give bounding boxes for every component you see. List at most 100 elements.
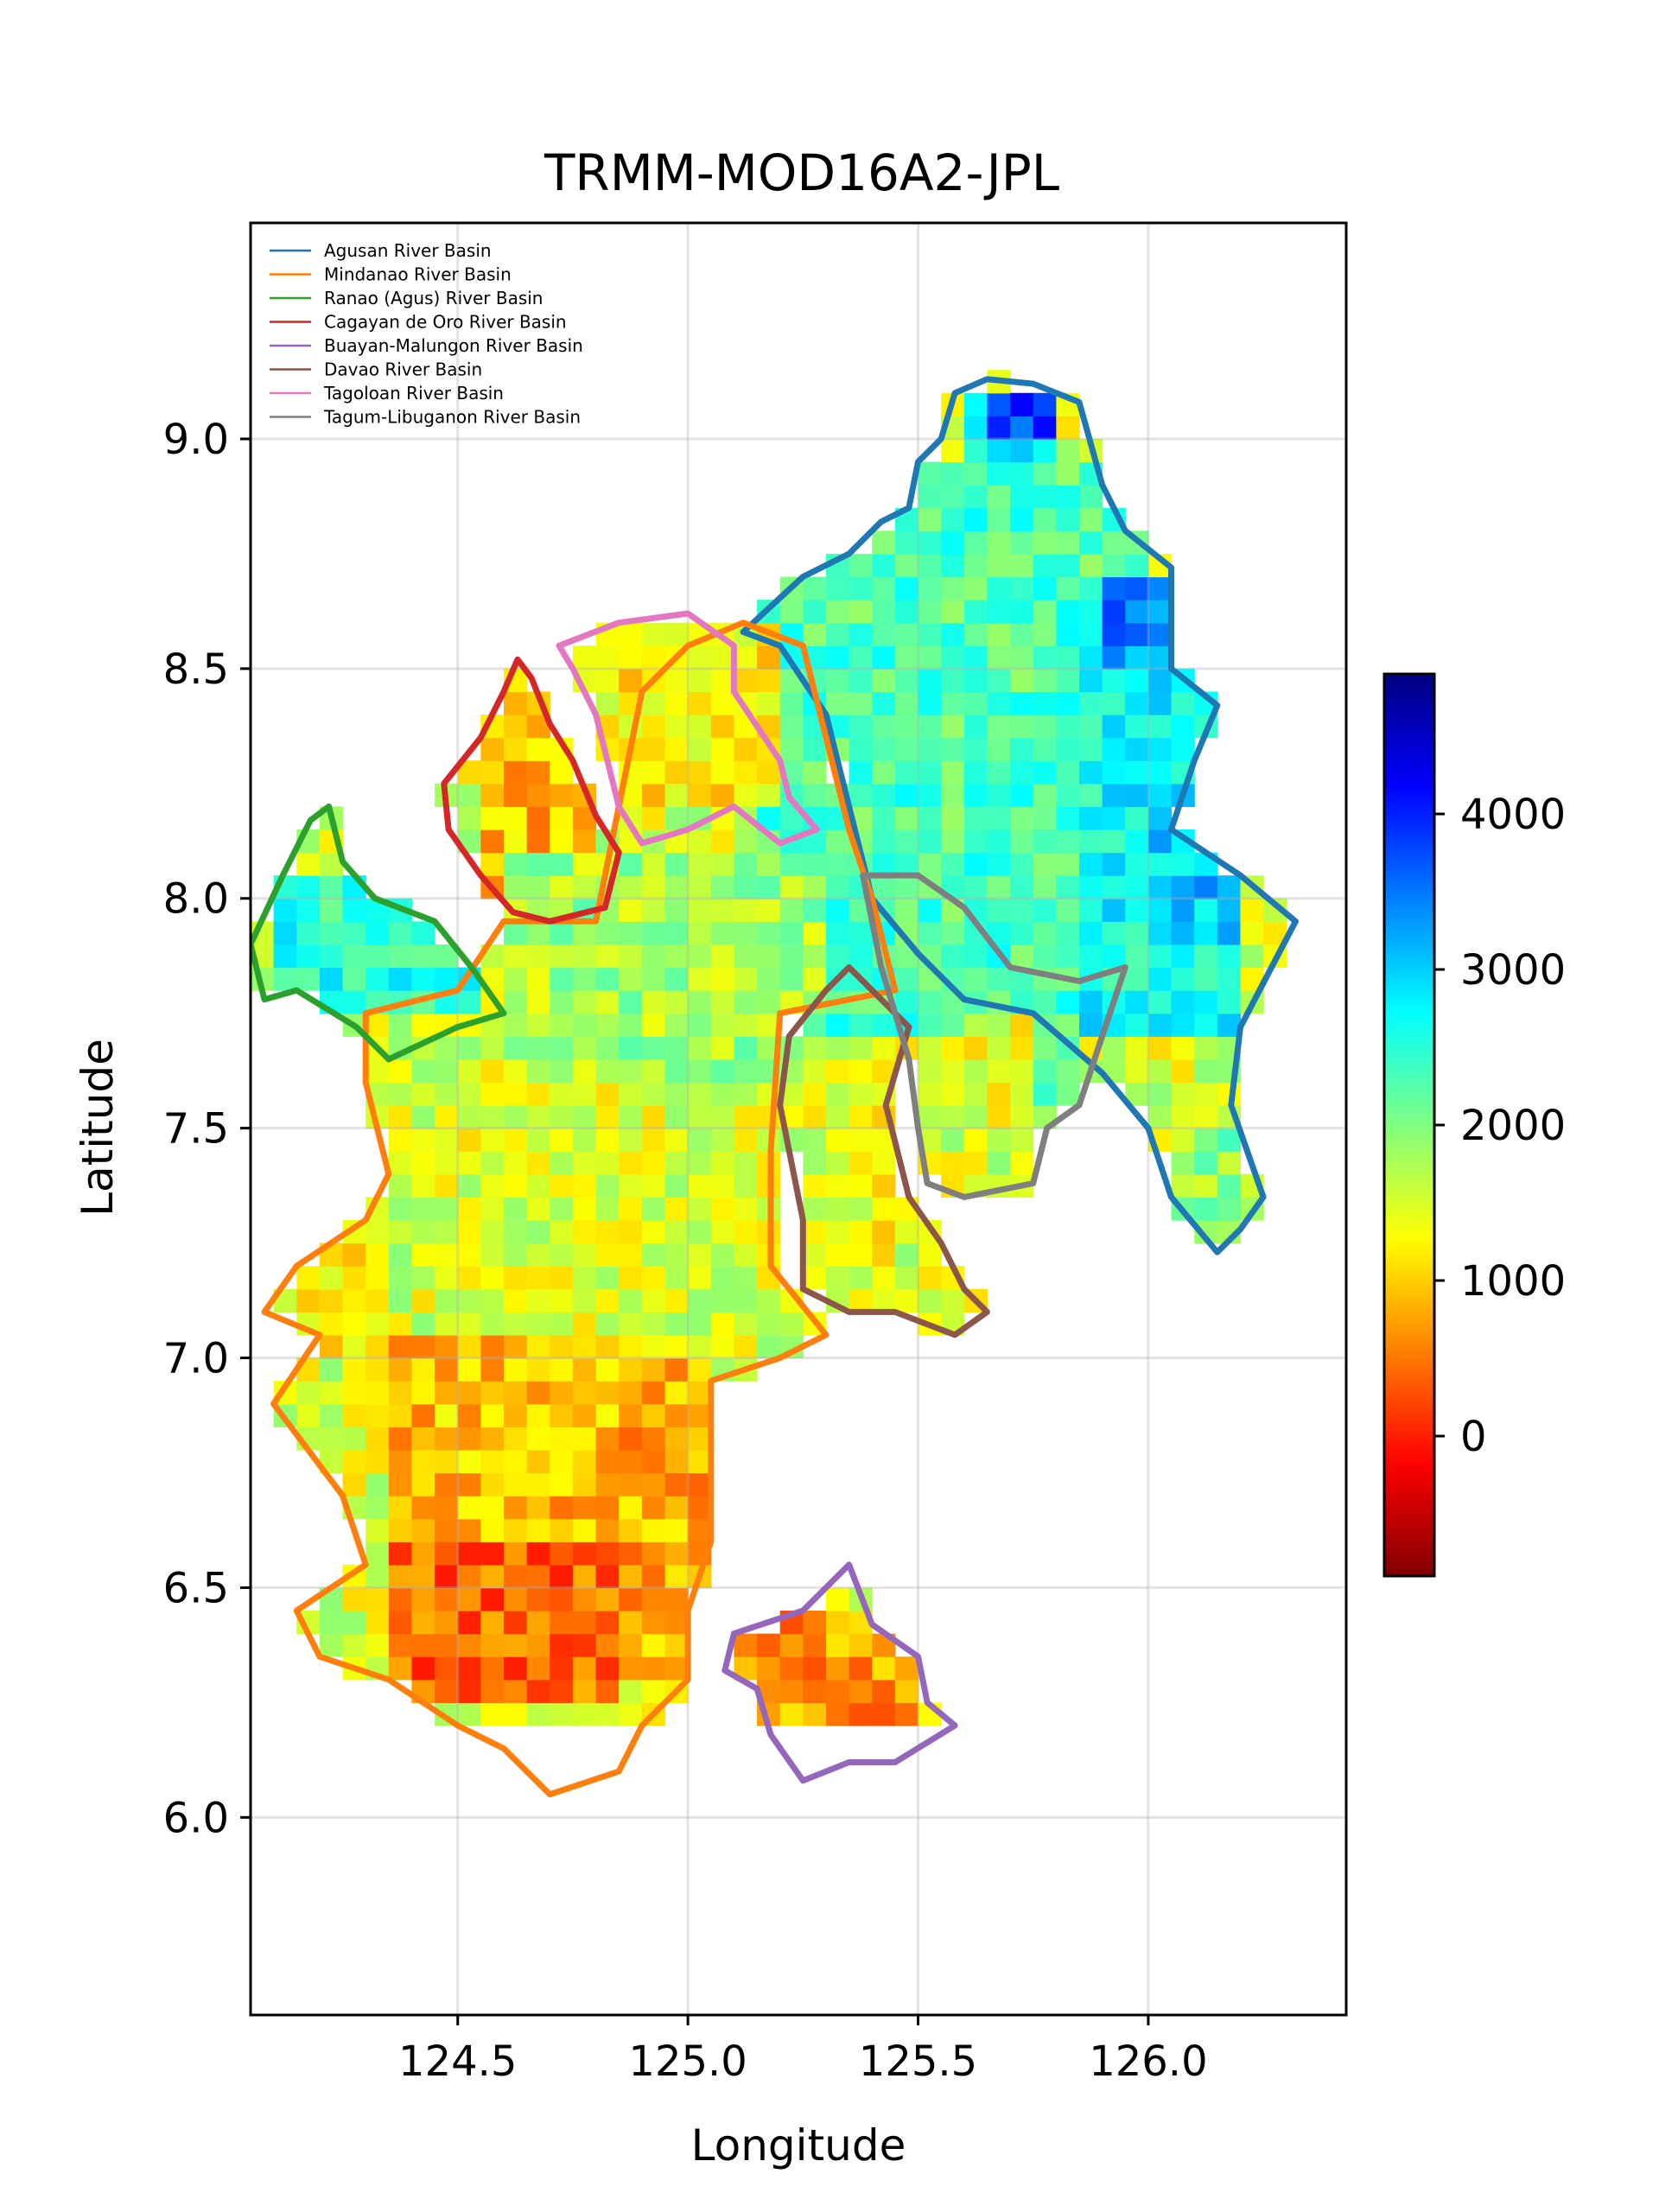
heatmap-cell	[664, 1656, 689, 1681]
heatmap-cell	[1194, 1036, 1218, 1060]
heatmap-cell	[504, 1564, 528, 1589]
heatmap-cell	[572, 1105, 597, 1129]
heatmap-cell	[641, 1679, 666, 1703]
heatmap-cell	[710, 990, 735, 1014]
heatmap-cell	[526, 1312, 550, 1336]
heatmap-cell	[734, 967, 758, 991]
heatmap-cell	[1217, 1173, 1242, 1198]
heatmap-cell	[411, 1288, 435, 1313]
heatmap-cell	[526, 921, 550, 945]
heatmap-cell	[779, 1679, 804, 1703]
heatmap-cell	[388, 1197, 413, 1221]
heatmap-cell	[480, 1334, 505, 1359]
heatmap-cell	[987, 622, 1011, 646]
heatmap-cell	[688, 1151, 712, 1175]
heatmap-cell	[803, 783, 827, 807]
heatmap-cell	[1010, 691, 1034, 715]
heatmap-cell	[641, 1427, 666, 1451]
heatmap-cell	[572, 967, 597, 991]
heatmap-cell	[1125, 622, 1149, 646]
heatmap-cell	[504, 1427, 528, 1451]
heatmap-cell	[388, 1564, 413, 1589]
heatmap-cell	[435, 1266, 459, 1290]
heatmap-cell	[619, 875, 643, 899]
heatmap-cell	[872, 875, 896, 899]
heatmap-cell	[710, 967, 735, 991]
heatmap-cell	[664, 944, 689, 969]
heatmap-cell	[1078, 760, 1103, 785]
heatmap-cell	[1217, 990, 1242, 1014]
heatmap-cell	[1033, 829, 1057, 854]
heatmap-cell	[526, 852, 550, 876]
heatmap-cell	[480, 760, 505, 785]
heatmap-cell	[641, 1656, 666, 1681]
heatmap-cell	[1125, 829, 1149, 854]
heatmap-cell	[457, 1403, 481, 1427]
heatmap-cell	[1194, 1128, 1218, 1152]
heatmap-cell	[457, 1541, 481, 1566]
heatmap-cell	[411, 1518, 435, 1542]
heatmap-cell	[480, 1541, 505, 1566]
heatmap-cell	[803, 852, 827, 876]
heatmap-cell	[1033, 898, 1057, 922]
heatmap-cell	[1217, 875, 1242, 899]
heatmap-cell	[918, 1243, 942, 1267]
heatmap-cell	[664, 1173, 689, 1198]
heatmap-cell	[734, 898, 758, 922]
heatmap-cell	[619, 1679, 643, 1703]
heatmap-cell	[1033, 852, 1057, 876]
heatmap-cell	[550, 1219, 574, 1244]
heatmap-cell	[1102, 852, 1126, 876]
heatmap-cell	[595, 990, 620, 1014]
heatmap-cell	[641, 944, 666, 969]
heatmap-cell	[963, 967, 988, 991]
heatmap-cell	[1056, 990, 1080, 1014]
heatmap-cell	[504, 1173, 528, 1198]
heatmap-cell	[664, 1427, 689, 1451]
heatmap-cell	[1033, 668, 1057, 693]
heatmap-cell	[1010, 600, 1034, 624]
heatmap-cell	[987, 1105, 1011, 1129]
heatmap-cell	[849, 1288, 873, 1313]
heatmap-cell	[1033, 531, 1057, 555]
heatmap-cell	[504, 1105, 528, 1129]
heatmap-cell	[435, 1496, 459, 1520]
heatmap-cell	[941, 645, 965, 670]
heatmap-cell	[504, 1679, 528, 1703]
heatmap-cell	[1171, 1013, 1195, 1037]
heatmap-cell	[619, 852, 643, 876]
heatmap-cell	[388, 1082, 413, 1106]
heatmap-cell	[550, 1082, 574, 1106]
heatmap-cell	[963, 691, 988, 715]
heatmap-cell	[619, 1564, 643, 1589]
heatmap-cell	[1217, 944, 1242, 969]
heatmap-cell	[1102, 898, 1126, 922]
heatmap-cell	[664, 783, 689, 807]
heatmap-cell	[1056, 829, 1080, 854]
heatmap-cell	[825, 852, 850, 876]
heatmap-cell	[504, 1449, 528, 1474]
heatmap-cell	[734, 829, 758, 854]
heatmap-cell	[664, 1518, 689, 1542]
heatmap-cell	[1171, 737, 1195, 761]
heatmap-cell	[688, 1058, 712, 1084]
x-tick-label: 125.5	[859, 2037, 977, 2086]
heatmap-cell	[825, 1633, 850, 1657]
heatmap-cell	[1010, 531, 1034, 555]
heatmap-cell	[803, 1128, 827, 1152]
heatmap-cell	[457, 1381, 481, 1405]
heatmap-cell	[480, 852, 505, 876]
heatmap-cell	[504, 1472, 528, 1497]
heatmap-cell	[595, 1381, 620, 1405]
heatmap-cell	[619, 1243, 643, 1267]
heatmap-cell	[710, 852, 735, 876]
heatmap-cell	[849, 691, 873, 715]
heatmap-cell	[480, 1288, 505, 1313]
heatmap-cell	[1147, 990, 1173, 1014]
heatmap-cell	[710, 715, 735, 739]
heatmap-cell	[872, 531, 896, 555]
heatmap-cell	[664, 691, 689, 715]
heatmap-cell	[1078, 600, 1103, 624]
heatmap-cell	[664, 1197, 689, 1221]
heatmap-cell	[1171, 944, 1195, 969]
